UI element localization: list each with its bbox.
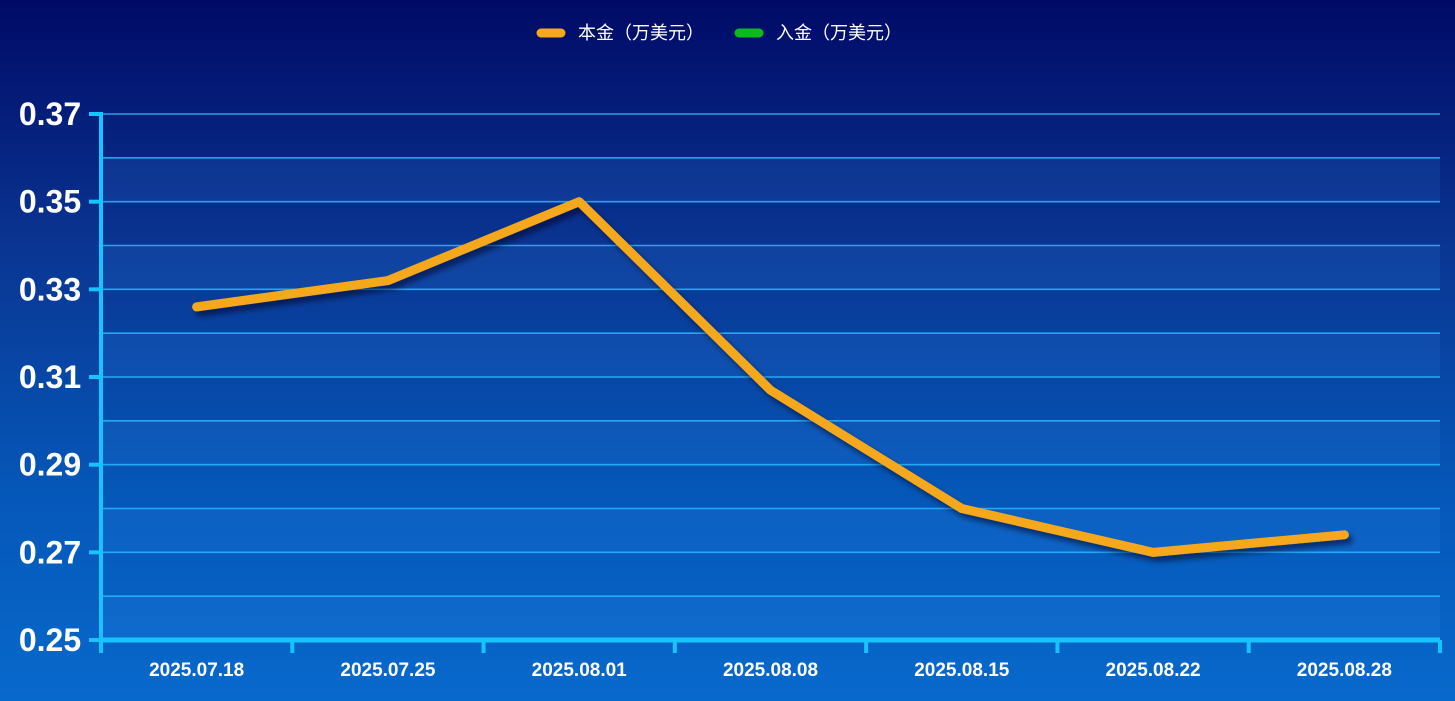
x-tick-label: 2025.08.22 bbox=[1106, 660, 1201, 681]
y-axis-ticks: 0.37 0.35 0.33 0.31 0.29 0.27 0.25 bbox=[19, 96, 101, 658]
x-tick-label: 2025.08.08 bbox=[723, 660, 818, 681]
y-tick-label: 0.35 bbox=[19, 184, 81, 220]
y-tick-label: 0.29 bbox=[19, 447, 81, 483]
y-tick-label: 0.33 bbox=[19, 271, 81, 307]
plot-band bbox=[101, 333, 1440, 377]
plot-band bbox=[101, 157, 1440, 202]
y-tick-label: 0.31 bbox=[19, 359, 81, 395]
series-lines bbox=[192, 197, 1349, 557]
plot-bands bbox=[101, 157, 1440, 640]
x-tick-label: 2025.08.15 bbox=[914, 660, 1010, 681]
y-tick-label: 0.37 bbox=[19, 96, 81, 132]
legend: 本金（万美元） 入金（万美元） bbox=[536, 23, 902, 43]
x-axis-ticks: 2025.07.18 2025.07.25 2025.08.01 2025.08.08… bbox=[99, 640, 1442, 681]
y-tick-label: 0.25 bbox=[19, 622, 81, 658]
legend-label: 入金（万美元） bbox=[776, 23, 902, 43]
x-tick-label: 2025.08.28 bbox=[1297, 660, 1392, 681]
x-tick-label: 2025.08.01 bbox=[532, 660, 628, 681]
legend-label: 本金（万美元） bbox=[578, 23, 704, 43]
y-tick-label: 0.27 bbox=[19, 534, 81, 570]
x-tick-label: 2025.07.25 bbox=[340, 660, 436, 681]
plot-band bbox=[101, 596, 1440, 640]
series-line-1 bbox=[192, 197, 1349, 557]
plot-band bbox=[101, 420, 1440, 465]
plot-band bbox=[101, 245, 1440, 290]
x-tick-label: 2025.07.18 bbox=[149, 660, 244, 681]
